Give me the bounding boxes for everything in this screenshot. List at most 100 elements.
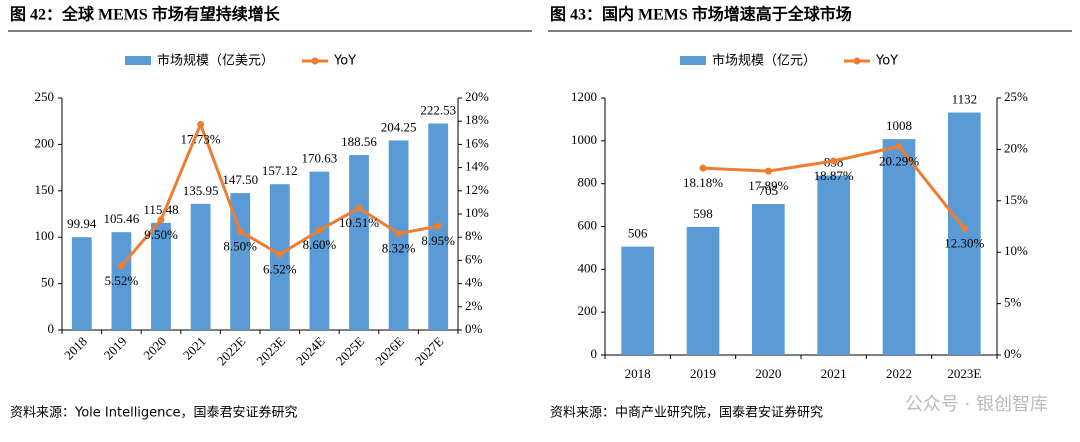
x-tick-label: 2023E (947, 366, 981, 381)
x-tick-label: 2022 (886, 366, 912, 381)
x-tick-label: 2025E (333, 334, 368, 369)
line-label: 17.89% (748, 178, 788, 193)
bar (190, 203, 211, 330)
y2-tick-label: 4% (465, 275, 483, 290)
bar (948, 112, 981, 356)
y-tick-label: 250 (35, 89, 55, 104)
y-tick-label: 1200 (571, 89, 597, 104)
y2-tick-label: 5% (1004, 295, 1022, 310)
source: 资料来源：中商产业研究院，国泰君安证券研究 (550, 405, 823, 421)
bar (752, 204, 785, 355)
line-marker (197, 120, 205, 128)
x-tick-label: 2024E (293, 334, 328, 369)
line-marker (699, 164, 707, 172)
legend-swatch (680, 56, 706, 65)
bar (621, 246, 654, 355)
bar-label: 506 (628, 226, 648, 241)
y-tick-label: 400 (578, 260, 598, 275)
y-tick-label: 200 (578, 303, 598, 318)
line-marker (315, 226, 323, 234)
y2-tick-label: 0% (465, 321, 483, 336)
y2-tick-label: 10% (1004, 243, 1028, 258)
line-label: 8.95% (421, 233, 455, 248)
bar-label: 170.63 (302, 151, 338, 166)
line-label: 10.51% (339, 215, 379, 230)
chart-title: 图 43：国内 MEMS 市场增速高于全球市场 (550, 5, 852, 24)
y-tick-label: 0 (48, 321, 55, 336)
y2-tick-label: 15% (1004, 192, 1028, 207)
y2-tick-label: 12% (465, 182, 489, 197)
y2-tick-label: 25% (1004, 89, 1028, 104)
watermark: 公众号 · 银创智库 (905, 394, 1048, 415)
bar-label: 598 (693, 206, 713, 221)
legend-label: YoY (875, 54, 898, 69)
bar-label: 1008 (886, 118, 912, 133)
chart-title: 图 42：全球 MEMS 市场有望持续增长 (10, 5, 281, 24)
y2-tick-label: 10% (465, 205, 489, 220)
source: 资料来源：Yole Intelligence，国泰君安证券研究 (10, 405, 298, 421)
line-marker (895, 142, 903, 150)
y-tick-label: 800 (578, 175, 598, 190)
bar (817, 175, 850, 355)
line-marker (157, 216, 165, 224)
line-marker (276, 250, 284, 258)
bar (71, 237, 92, 330)
x-tick-label: 2020 (755, 366, 781, 381)
line-label: 8.60% (303, 237, 337, 252)
x-tick-label: 2020 (140, 334, 169, 363)
y2-tick-label: 20% (465, 89, 489, 104)
bar (111, 232, 132, 330)
bar-label: 135.95 (183, 183, 219, 198)
legend-swatch (125, 56, 151, 65)
bar (151, 222, 171, 330)
x-tick-label: 2027E (412, 334, 447, 369)
line-marker (960, 225, 968, 233)
bar-label: 105.46 (104, 211, 140, 226)
line-label: 8.50% (223, 238, 257, 253)
y2-tick-label: 18% (465, 112, 489, 127)
y-tick-label: 1000 (571, 132, 597, 147)
bar-label: 204.25 (381, 119, 417, 134)
bar (349, 155, 369, 330)
y2-tick-label: 2% (465, 298, 483, 313)
y-tick-label: 50 (41, 275, 54, 290)
x-tick-label: 2019 (690, 366, 716, 381)
x-tick-label: 2019 (101, 334, 130, 363)
bar-label: 188.56 (341, 134, 377, 149)
bar-label: 99.94 (67, 216, 97, 231)
line-marker (117, 262, 125, 270)
bar-label: 705 (759, 183, 779, 198)
legend-marker (311, 57, 319, 65)
line-marker (434, 222, 442, 230)
line-label: 5.52% (105, 273, 139, 288)
y2-tick-label: 0% (1004, 346, 1022, 361)
y-tick-label: 100 (35, 228, 55, 243)
line-label: 12.30% (944, 236, 984, 251)
line-label: 6.52% (263, 261, 297, 276)
legend-marker (853, 57, 861, 65)
legend-label: 市场规模（亿元） (712, 53, 816, 69)
line-marker (764, 167, 772, 175)
y2-tick-label: 20% (1004, 140, 1028, 155)
x-tick-label: 2022E (214, 334, 249, 369)
line-label: 18.18% (683, 175, 723, 190)
x-tick-label: 2021 (821, 366, 847, 381)
x-tick-label: 2026E (372, 334, 407, 369)
bar-label: 222.53 (420, 102, 456, 117)
line-label: 20.29% (879, 153, 919, 168)
line-label: 17.73% (181, 131, 221, 146)
line-label: 8.32% (382, 240, 416, 255)
x-tick-label: 2018 (625, 366, 651, 381)
line-marker (395, 229, 403, 237)
line-label: 9.50% (144, 227, 178, 242)
x-tick-label: 2018 (61, 334, 90, 363)
y2-tick-label: 14% (465, 159, 489, 174)
bar-label: 147.50 (222, 172, 258, 187)
bar (686, 226, 720, 355)
bar (309, 171, 330, 330)
y2-tick-label: 6% (465, 251, 483, 266)
line-label: 18.87% (814, 168, 854, 183)
y2-tick-label: 8% (465, 228, 483, 243)
y-tick-label: 150 (35, 182, 55, 197)
